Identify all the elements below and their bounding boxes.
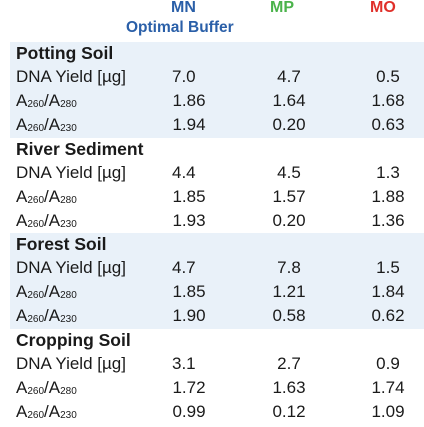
column-header-mo: MO — [370, 0, 396, 16]
cell-mo: 1.84 — [371, 282, 405, 301]
cell-mn: 1.85 — [172, 282, 206, 301]
cell-mo: 1.74 — [371, 378, 405, 397]
table-row: A260/A280 1.72 1.63 1.74 — [10, 376, 424, 399]
table-row: A260/A230 1.93 0.20 1.36 — [10, 209, 424, 232]
cell-mn: 7.0 — [172, 67, 196, 86]
cell-mp: 4.5 — [277, 163, 301, 182]
group-title: Cropping Soil — [16, 330, 131, 350]
cell-mn: 4.7 — [172, 258, 196, 277]
cell-mp: 1.64 — [272, 91, 306, 110]
row-label: A260/A230 — [16, 211, 77, 230]
cell-mn: 4.4 — [172, 163, 196, 182]
cell-mp: 0.12 — [272, 402, 306, 421]
table-row: A260/A280 1.85 1.57 1.88 — [10, 185, 424, 208]
column-header-mp: MP — [270, 0, 294, 16]
cell-mo: 1.3 — [376, 163, 400, 182]
group-potting-soil: Potting Soil DNA Yield [µg] 7.0 4.7 0.5 … — [10, 42, 424, 138]
row-label: DNA Yield [µg] — [16, 354, 126, 373]
table-row: A260/A280 1.85 1.21 1.84 — [10, 280, 424, 303]
cell-mo: 1.68 — [371, 91, 405, 110]
row-label: DNA Yield [µg] — [16, 163, 126, 182]
table-row: A260/A230 1.90 0.58 0.62 — [10, 304, 424, 327]
row-label: A260/A280 — [16, 187, 77, 206]
cell-mo: 1.36 — [371, 211, 405, 230]
cell-mn: 1.93 — [172, 211, 206, 230]
group-title: Forest Soil — [16, 234, 107, 254]
table-row: A260/A230 1.94 0.20 0.63 — [10, 113, 424, 136]
cell-mn: 0.99 — [172, 402, 206, 421]
cell-mp: 1.57 — [272, 187, 306, 206]
row-label: DNA Yield [µg] — [16, 67, 126, 86]
cell-mn: 1.90 — [172, 306, 206, 325]
cell-mo: 1.88 — [371, 187, 405, 206]
cell-mp: 2.7 — [277, 354, 301, 373]
group-title: Potting Soil — [16, 43, 114, 63]
cell-mp: 0.20 — [272, 211, 306, 230]
cell-mn: 1.85 — [172, 187, 206, 206]
column-subheader: Optimal Buffer — [126, 19, 234, 36]
cell-mp: 0.58 — [272, 306, 306, 325]
row-label: A260/A280 — [16, 91, 77, 110]
cell-mo: 1.09 — [371, 402, 405, 421]
table-row: A260/A280 1.86 1.64 1.68 — [10, 89, 424, 112]
group-cropping-soil: Cropping Soil DNA Yield [µg] 3.1 2.7 0.9… — [10, 329, 424, 425]
row-label: A260/A280 — [16, 378, 77, 397]
row-label: A260/A280 — [16, 282, 77, 301]
cell-mp: 7.8 — [277, 258, 301, 277]
table-row: DNA Yield [µg] 3.1 2.7 0.9 — [10, 352, 424, 375]
row-label: DNA Yield [µg] — [16, 258, 126, 277]
group-title: River Sediment — [16, 139, 144, 159]
cell-mo: 1.5 — [376, 258, 400, 277]
cell-mp: 1.63 — [272, 378, 306, 397]
cell-mp: 1.21 — [272, 282, 306, 301]
group-forest-soil: Forest Soil DNA Yield [µg] 4.7 7.8 1.5 A… — [10, 233, 424, 329]
column-header-mn: MN — [171, 0, 196, 16]
table-row: DNA Yield [µg] 4.4 4.5 1.3 — [10, 161, 424, 184]
cell-mn: 3.1 — [172, 354, 196, 373]
table-row: DNA Yield [µg] 4.7 7.8 1.5 — [10, 256, 424, 279]
row-label: A260/A230 — [16, 306, 77, 325]
table-row: A260/A230 0.99 0.12 1.09 — [10, 400, 424, 423]
table-row: DNA Yield [µg] 7.0 4.7 0.5 — [10, 65, 424, 88]
cell-mp: 0.20 — [272, 115, 306, 134]
row-label: A260/A230 — [16, 402, 77, 421]
cell-mo: 0.62 — [371, 306, 405, 325]
cell-mo: 0.9 — [376, 354, 400, 373]
cell-mo: 0.5 — [376, 67, 400, 86]
row-label: A260/A230 — [16, 115, 77, 134]
cell-mp: 4.7 — [277, 67, 301, 86]
cell-mn: 1.72 — [172, 378, 206, 397]
cell-mn: 1.94 — [172, 115, 206, 134]
cell-mn: 1.86 — [172, 91, 206, 110]
group-river-sediment: River Sediment DNA Yield [µg] 4.4 4.5 1.… — [10, 138, 424, 234]
cell-mo: 0.63 — [371, 115, 405, 134]
